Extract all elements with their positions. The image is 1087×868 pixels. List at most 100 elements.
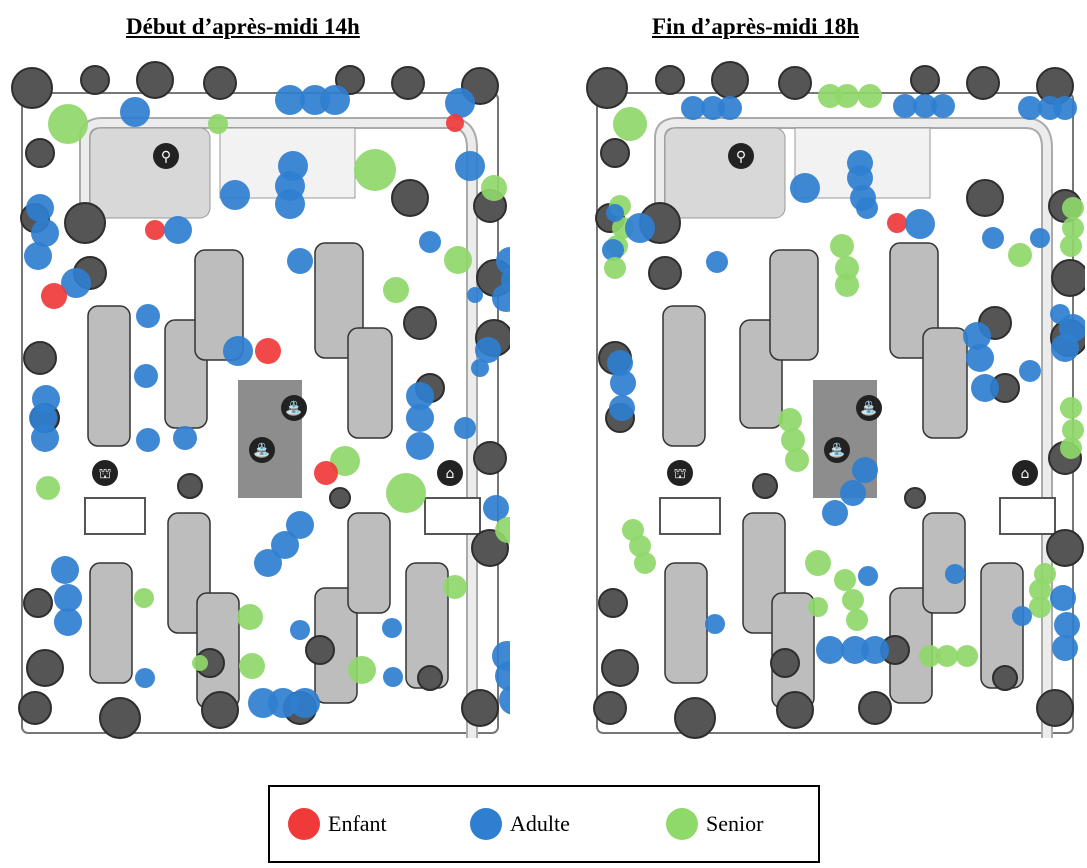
adulte-marker (893, 94, 917, 118)
legend-item-senior: Senior (666, 807, 763, 841)
restroom-icon: ⚲ (736, 149, 746, 165)
tree (1051, 259, 1085, 297)
adulte-marker (271, 531, 299, 559)
tree (776, 691, 814, 729)
planting-bed (889, 242, 939, 359)
adulte-marker (455, 151, 485, 181)
picnic-icon-pin (92, 460, 118, 486)
adulte-marker (320, 85, 350, 115)
adulte-marker (475, 337, 501, 363)
plaza (89, 127, 211, 219)
senior-marker (1062, 217, 1084, 239)
restroom-icon-pin (153, 143, 179, 169)
adulte-marker (822, 500, 848, 526)
adulte-marker (220, 180, 250, 210)
adulte-marker (718, 96, 742, 120)
park-map-18h: ⚲ ⛲ ⛲ ⛫ ⌂ (585, 58, 1085, 758)
senior-marker (781, 428, 805, 452)
senior-marker (1008, 243, 1032, 267)
tree (329, 487, 351, 509)
adulte-marker (136, 304, 160, 328)
senior-marker (835, 256, 859, 280)
senior-marker (36, 476, 60, 500)
tree (23, 341, 57, 375)
adulte-marker (1051, 334, 1079, 362)
planting-bed (769, 249, 819, 361)
fountain-icon: ⛲ (285, 400, 302, 417)
adulte-marker (120, 97, 150, 127)
adulte-marker (31, 424, 59, 452)
senior-marker (1060, 437, 1082, 459)
adulte-marker (290, 620, 310, 640)
adulte-marker (483, 495, 509, 521)
park-map-14h: ⚲ ⛲ ⛲ ⛫ ⌂ (10, 58, 510, 758)
adulte-marker (607, 350, 633, 376)
fountain-icon-pin (281, 395, 307, 421)
map-title-18h: Fin d’après-midi 18h (652, 14, 860, 39)
adulte-marker (625, 213, 655, 243)
senior-marker (785, 448, 809, 472)
shelter-icon: ⌂ (1021, 466, 1030, 482)
senior-marker (239, 653, 265, 679)
adulte-marker (471, 359, 489, 377)
senior-marker (208, 114, 228, 134)
adulte-marker (223, 336, 253, 366)
tree (403, 306, 437, 340)
adulte-marker (1053, 96, 1077, 120)
adulte-marker (706, 251, 728, 273)
senior-marker (48, 104, 88, 144)
adulte-marker (383, 667, 403, 687)
tree (966, 66, 1000, 100)
adulte-marker (499, 685, 510, 715)
adulte-marker (406, 382, 434, 410)
adulte-marker (406, 404, 434, 432)
adulte-marker (606, 204, 624, 222)
tree (473, 441, 507, 475)
adulte-marker (609, 395, 635, 421)
tree (11, 67, 53, 109)
adulte-marker (1050, 585, 1076, 611)
senior-marker (386, 473, 426, 513)
adulte-marker (963, 322, 991, 350)
adulte-marker (286, 511, 314, 539)
adulte-marker (966, 344, 994, 372)
picnic-building (659, 497, 721, 535)
enfant-marker (41, 283, 67, 309)
tree (586, 67, 628, 109)
senior-marker (330, 446, 360, 476)
senior-marker (936, 645, 958, 667)
legend-item-adulte: Adulte (470, 807, 570, 841)
adulte-marker (467, 287, 483, 303)
enfant-marker (314, 461, 338, 485)
adulte-marker (61, 268, 91, 298)
enfant-marker-icon (288, 808, 320, 840)
adulte-marker (54, 584, 82, 612)
adulte-marker (134, 364, 158, 388)
adulte-marker (681, 96, 705, 120)
shelter-icon-pin (1012, 460, 1038, 486)
senior-marker (444, 246, 472, 274)
park-map-svg: ⚲ ⛲ ⛲ ⛫ ⌂ (11, 61, 510, 739)
senior-marker (805, 550, 831, 576)
tree (593, 691, 627, 725)
tree (18, 691, 52, 725)
adulte-marker (1054, 612, 1080, 638)
tree (201, 691, 239, 729)
walkway-inner (656, 119, 1051, 738)
adulte-marker (290, 688, 320, 718)
tree (80, 65, 110, 95)
adulte-marker (913, 94, 937, 118)
plaza (664, 127, 786, 219)
tree (655, 65, 685, 95)
adulte-marker (856, 197, 878, 219)
enfant-marker (887, 213, 907, 233)
fountain-icon-pin (824, 437, 850, 463)
adulte-marker (51, 556, 79, 584)
legend: Enfant Adulte Senior (268, 785, 820, 863)
tree (99, 697, 141, 739)
senior-marker (778, 408, 802, 432)
senior-marker (835, 273, 859, 297)
adulte-marker (790, 173, 820, 203)
tree (203, 66, 237, 100)
adulte-marker (847, 165, 873, 191)
